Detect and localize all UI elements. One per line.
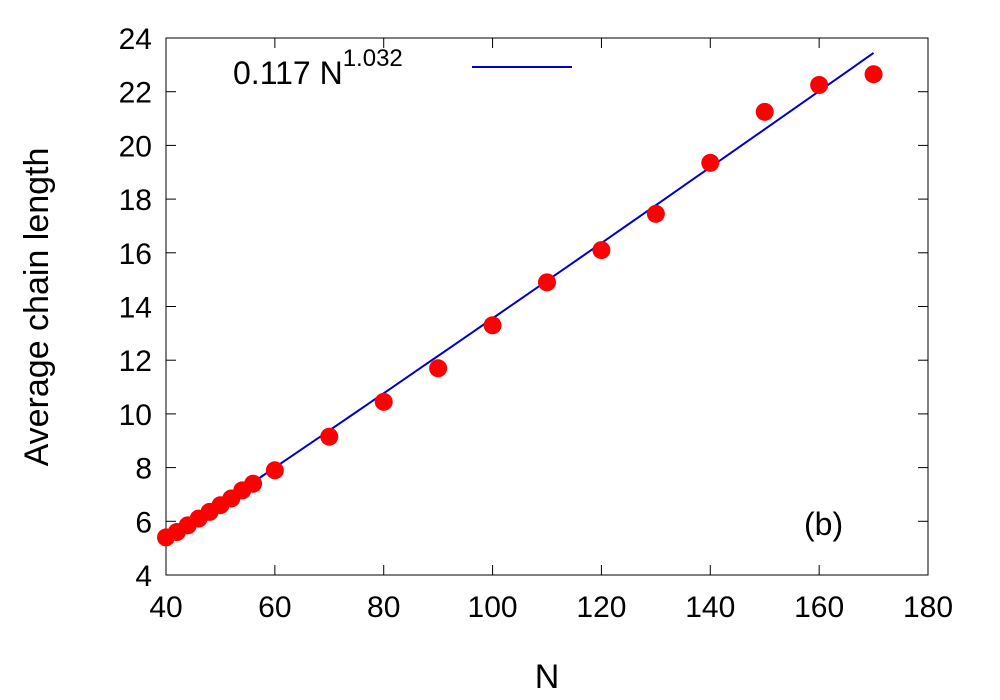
data-point: [320, 427, 339, 446]
data-point: [646, 204, 665, 223]
y-tick-label: 8: [135, 453, 152, 486]
y-tick-label: 10: [119, 399, 152, 432]
data-point: [374, 392, 393, 411]
legend-prefix: 0.117 N: [233, 55, 343, 91]
x-tick-label: 140: [685, 591, 735, 624]
y-tick-label: 22: [119, 77, 152, 110]
x-tick-label: 80: [367, 591, 400, 624]
data-point: [592, 241, 611, 260]
x-tick-label: 40: [149, 591, 182, 624]
data-point: [429, 359, 448, 378]
tick-labels: 40 60 80 100 120 140 160 180 4 6 8 10 12 14 16 18 20 22 24: [119, 23, 953, 624]
data-point: [538, 273, 556, 292]
data-point: [483, 316, 502, 335]
fit-line-group: [165, 52, 875, 542]
y-tick-label: 20: [119, 130, 152, 163]
plot-frame: [165, 37, 929, 576]
y-axis-label: Average chain length: [18, 148, 56, 467]
y-tick-label: 24: [119, 23, 152, 56]
y-tick-label: 6: [135, 506, 152, 539]
x-tick-label: 60: [258, 591, 291, 624]
y-tick-label: 12: [119, 345, 152, 378]
data-point: [810, 75, 829, 94]
data-point: [265, 461, 284, 480]
x-tick-label: 100: [468, 591, 518, 624]
legend-exponent: 1.032: [343, 45, 403, 72]
data-points: [157, 65, 883, 547]
y-tick-label: 4: [135, 560, 152, 593]
panel-label: (b): [804, 506, 843, 542]
data-point: [755, 102, 774, 121]
x-tick-label: 120: [576, 591, 626, 624]
y-tick-label: 14: [119, 292, 152, 325]
axis-ticks: [165, 37, 929, 576]
fit-line: [165, 52, 875, 542]
data-point: [244, 474, 263, 493]
legend-label: 0.117 N1.032: [233, 45, 403, 91]
legend: 0.117 N1.032: [233, 45, 572, 91]
data-point: [864, 65, 883, 84]
x-tick-label: 160: [794, 591, 844, 624]
y-tick-label: 16: [119, 238, 152, 271]
y-tick-label: 18: [119, 184, 152, 217]
x-axis-label: N: [535, 658, 560, 696]
data-point: [701, 153, 720, 172]
x-tick-label: 180: [903, 591, 953, 624]
